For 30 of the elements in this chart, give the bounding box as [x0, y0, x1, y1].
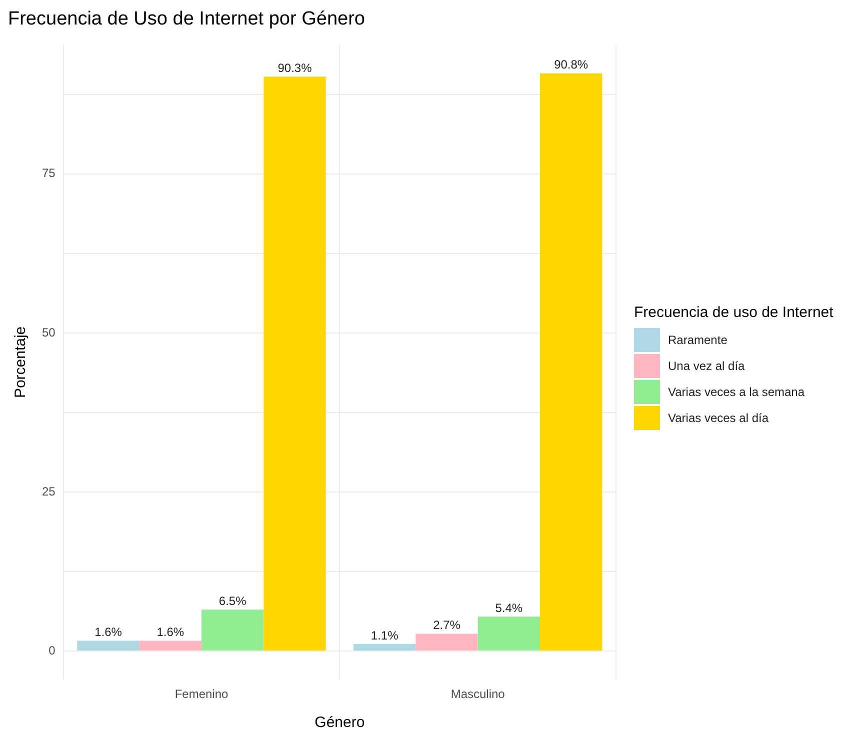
legend-title: Frecuencia de uso de Internet [634, 304, 834, 321]
legend-label: Varias veces al día [668, 411, 768, 425]
x-axis-title: Género [314, 714, 365, 732]
data-label: 1.6% [156, 625, 184, 640]
bar [416, 634, 478, 650]
data-label: 2.7% [433, 618, 461, 632]
bar [202, 610, 264, 650]
bar [77, 640, 140, 650]
x-tick-label: Masculino [450, 687, 506, 702]
y-tick-label: 50 [42, 325, 56, 340]
y-tick-label: 25 [42, 484, 56, 498]
data-label: 1.6% [94, 625, 122, 640]
bar [353, 644, 416, 650]
x-tick-label: Femenino [174, 687, 229, 702]
data-label: 1.1% [370, 628, 399, 642]
bar [264, 76, 326, 650]
bar [540, 73, 602, 650]
bar [478, 616, 540, 650]
y-axis-title: Porcentaje [12, 326, 30, 398]
data-label: 5.4% [495, 600, 523, 615]
y-tick-label: 75 [42, 166, 56, 180]
legend-label: Una vez al día [668, 359, 745, 373]
chart-title: Frecuencia de Uso de Internet por Género [8, 8, 365, 30]
legend-label: Raramente [668, 333, 728, 347]
data-label: 6.5% [218, 594, 247, 608]
legend-label: Varias veces a la semana [668, 385, 805, 399]
y-tick-label: 0 [48, 643, 56, 658]
data-label: 90.3% [278, 60, 312, 75]
data-label: 90.8% [554, 58, 588, 72]
bar [139, 640, 202, 650]
